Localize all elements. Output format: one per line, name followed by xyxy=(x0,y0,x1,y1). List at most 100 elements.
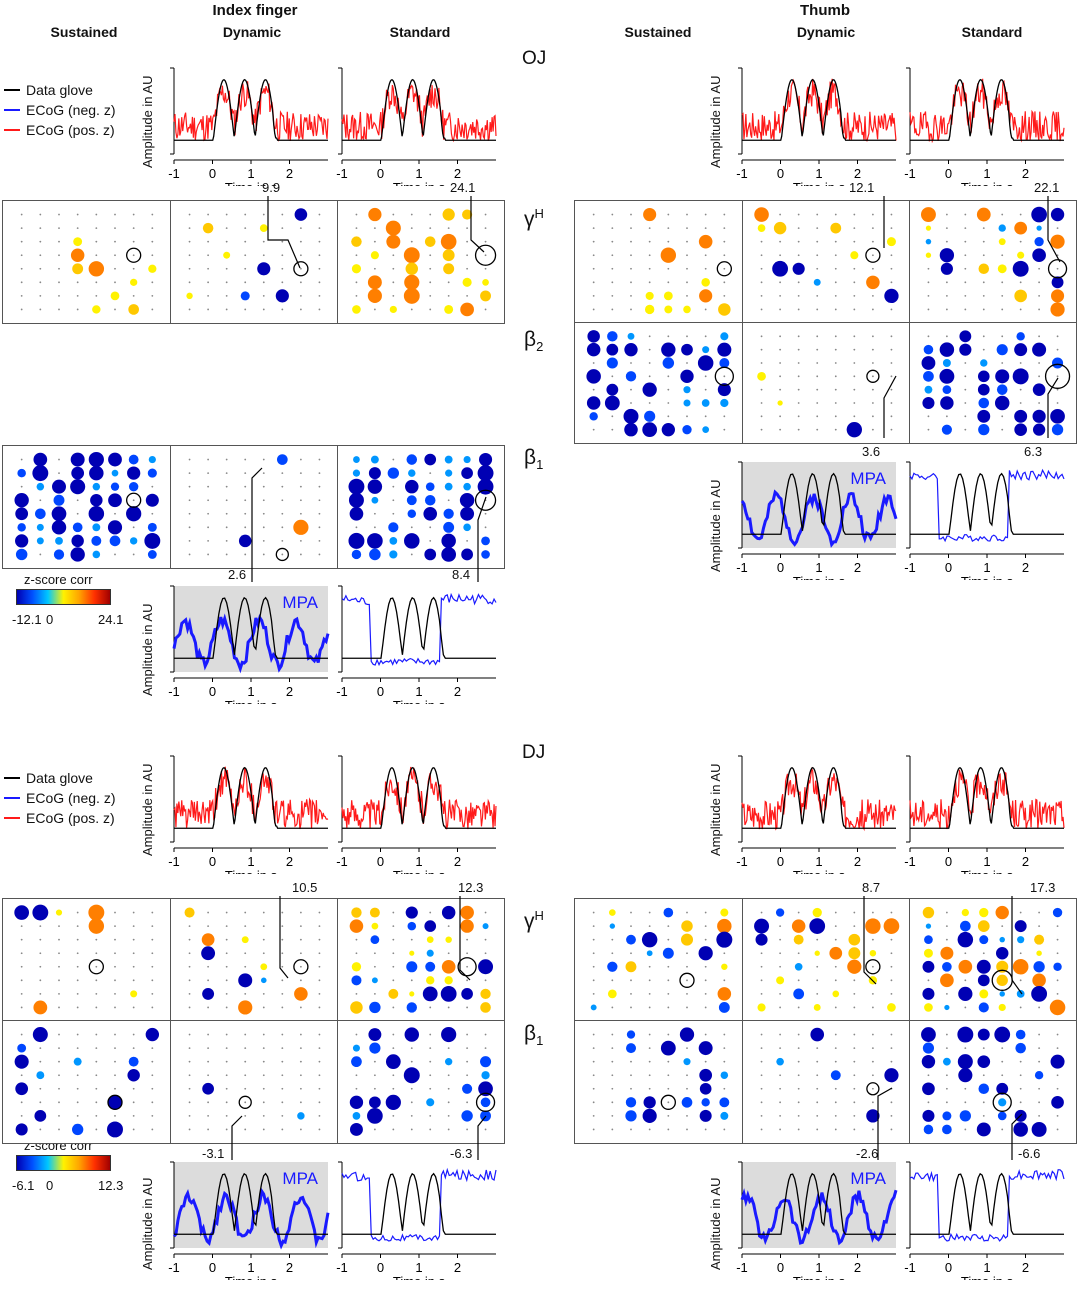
dj-th-b1-dyn-grid-point xyxy=(890,1047,893,1050)
oj-th-gh-sus-grid-point xyxy=(630,294,632,297)
oj-th-b2-std-electrode xyxy=(923,370,934,382)
oj-th-b2-dyn-grid-point xyxy=(760,402,763,404)
dj-idx-b1-dyn-grid-point xyxy=(225,1128,228,1131)
dj-idx-b1-sus-grid-point xyxy=(114,1033,116,1036)
oj-th-gh-std-grid-point xyxy=(1038,281,1041,284)
dj-idx-gh-sus-electrode xyxy=(14,905,30,920)
dj-th-gh-std-electrode xyxy=(998,1003,1006,1012)
dj-idx-gh-std-electrode xyxy=(371,977,378,984)
dj-idx-gh-std-electrode xyxy=(349,919,364,933)
dj-idx-b1-sus-grid-point xyxy=(95,1047,98,1050)
dj-idx-gh-std-grid-point xyxy=(466,979,469,982)
dj-th-gh-dyn-electrode xyxy=(775,908,785,917)
oj-th-b2-sus-grid-point xyxy=(630,388,632,391)
dj-th-gh-std-electrode xyxy=(996,974,1008,987)
oj-index-mpa-std-ecog-trace xyxy=(341,592,497,667)
dj-idx-b1-std-grid-point xyxy=(484,1128,487,1131)
oj-idx-gh-std-grid-point xyxy=(392,267,395,270)
colorbar-oj-title: z-score corr xyxy=(24,572,93,587)
dj-idx-gh-dyn-electrode xyxy=(201,933,215,947)
oj-idx-b1-dyn-selected-electrode xyxy=(275,547,289,562)
dj-idx-b1-sus-grid-point xyxy=(76,1074,79,1077)
dj-th-gh-sus-electrode xyxy=(590,1004,597,1011)
oj-index-mpa-ylabel: Amplitude in AU xyxy=(140,603,155,697)
dj-th-gh-dyn-grid-point xyxy=(760,911,763,914)
dj-idx-gh-dyn-grid-point xyxy=(207,1006,210,1009)
dj-idx-gh-sus-grid-point xyxy=(76,911,79,914)
dj-th-gh-sus-grid-point xyxy=(592,911,595,914)
dj-idx-gh-sus-grid-point xyxy=(132,911,135,914)
oj-thumb-dyn-plot: -1012Time in s xyxy=(734,64,918,195)
dj-idx-gh-dyn-electrode xyxy=(238,973,253,988)
dj-idx-b1-sus-grid-point xyxy=(114,1087,116,1090)
dj-index-mpa-std-ecog-trace xyxy=(341,1167,497,1242)
oj-idx-b1-sus-electrode xyxy=(128,454,139,465)
oj-th-b2-std-electrode xyxy=(996,344,1008,356)
oj-idx-gh-sus-grid-point xyxy=(76,213,79,216)
dj-index-mpa-std-xtick: 2 xyxy=(454,1260,461,1275)
oj-index-mpa-dyn-ecog-trace xyxy=(172,613,330,674)
oj-th-gh-std-grid-point xyxy=(945,240,948,243)
oj-th-gh-std-electrode xyxy=(1051,276,1064,289)
oj-th-gh-sus-grid-point xyxy=(592,281,595,284)
dj-th-gh-std-electrode xyxy=(944,1004,950,1011)
dj-th-b1-sus-grid-point xyxy=(686,1128,688,1131)
dj-idx-b1-dyn-grid-point xyxy=(244,1060,247,1063)
oj-th-b2-dyn-grid-point xyxy=(816,415,819,418)
dj-th-b1-sus xyxy=(574,1020,744,1144)
dj-th-b1-dyn xyxy=(742,1020,911,1144)
oj-th-gh-dyn-grid-point xyxy=(853,294,856,297)
dj-th-b1-sus-electrode xyxy=(679,1027,695,1042)
dj-thumb-mpa-std-xtick: 2 xyxy=(1022,1260,1029,1275)
dj-th-gh-dyn-electrode xyxy=(814,950,820,956)
oj-th-gh-sus-grid-point xyxy=(630,308,632,311)
dj-th-gh-sus-grid-point xyxy=(611,1006,614,1009)
oj-th-b2-std-electrode xyxy=(940,396,954,410)
oj-idx-gh-sus-grid-point xyxy=(95,213,98,216)
dj-idx-gh-std-electrode xyxy=(422,986,438,1002)
dj-idx-gh-sus-grid-point xyxy=(114,938,116,941)
oj-idx-b1-std-grid-point xyxy=(429,526,432,529)
oj-index-std-plot-xtick: -1 xyxy=(336,166,348,181)
dj-idx-b1-sus-grid-point xyxy=(58,1114,60,1117)
oj-th-b2-sus-grid-point xyxy=(704,375,707,378)
oj-idx-b1-std-electrode xyxy=(424,548,437,561)
dj-th-b1-dyn-grid-point xyxy=(816,1114,819,1117)
dj-th-gh-dyn-electrode xyxy=(757,1003,766,1012)
oj-th-gh-std-grid-point xyxy=(1038,308,1041,311)
dj-idx-gh-dyn-grid-point xyxy=(281,952,284,955)
oj-th-b2-dyn-grid-point xyxy=(760,362,763,364)
oj-idx-gh-sus-electrode xyxy=(130,278,138,286)
dj-idx-gh-sus-grid-point xyxy=(58,965,60,968)
dj-idx-b1-std-grid-point xyxy=(429,1128,432,1131)
oj-th-b2-dyn-grid-point xyxy=(853,388,856,391)
oj-th-b2-dyn-grid-point xyxy=(834,388,837,391)
oj-idx-gh-dyn-grid-point xyxy=(244,254,247,257)
dj-th-b1-dyn-grid-point xyxy=(760,1087,763,1090)
oj-th-gh-dyn-grid-point xyxy=(779,213,782,216)
dj-th-b1-sus-electrode xyxy=(626,1030,636,1039)
oj-idx-b1-std-electrode xyxy=(367,479,383,494)
oj-th-b2-dyn-grid-point xyxy=(853,375,856,378)
oj-idx-b1-dyn-grid-point xyxy=(188,499,191,502)
oj-idx-b1-dyn-grid-point xyxy=(318,526,321,529)
callout-oj-idx-b1-dyn: 2.6 xyxy=(228,567,247,582)
oj-th-gh-dyn-grid-point xyxy=(890,308,893,311)
oj-th-b2-std-grid-point xyxy=(1056,402,1059,404)
oj-th-b2-sus-electrode xyxy=(720,398,729,408)
dj-th-b1-std-electrode xyxy=(1050,1054,1065,1069)
dj-idx-b1-sus-electrode xyxy=(72,1123,84,1136)
oj-th-b2-dyn-grid-point xyxy=(890,375,893,378)
oj-th-gh-std-grid-point xyxy=(964,267,967,270)
dj-idx-b1-dyn-grid-point xyxy=(281,1087,284,1090)
dj-idx-b1-sus-grid-point xyxy=(95,1114,98,1117)
dj-th-b1-dyn-grid-point xyxy=(871,1033,874,1036)
oj-th-b2-std-grid-point xyxy=(1038,362,1041,364)
oj-idx-gh-dyn-grid-point xyxy=(281,281,284,284)
dj-th-b1-dyn-grid-point xyxy=(779,1074,782,1077)
oj-th-b2-dyn-grid-point xyxy=(797,402,800,404)
dj-idx-b1-dyn-grid-point xyxy=(244,1087,247,1090)
oj-th-gh-dyn-grid-point xyxy=(760,240,763,243)
oj-th-b2-dyn-grid-point xyxy=(816,375,819,378)
oj-idx-gh-dyn xyxy=(170,200,339,324)
